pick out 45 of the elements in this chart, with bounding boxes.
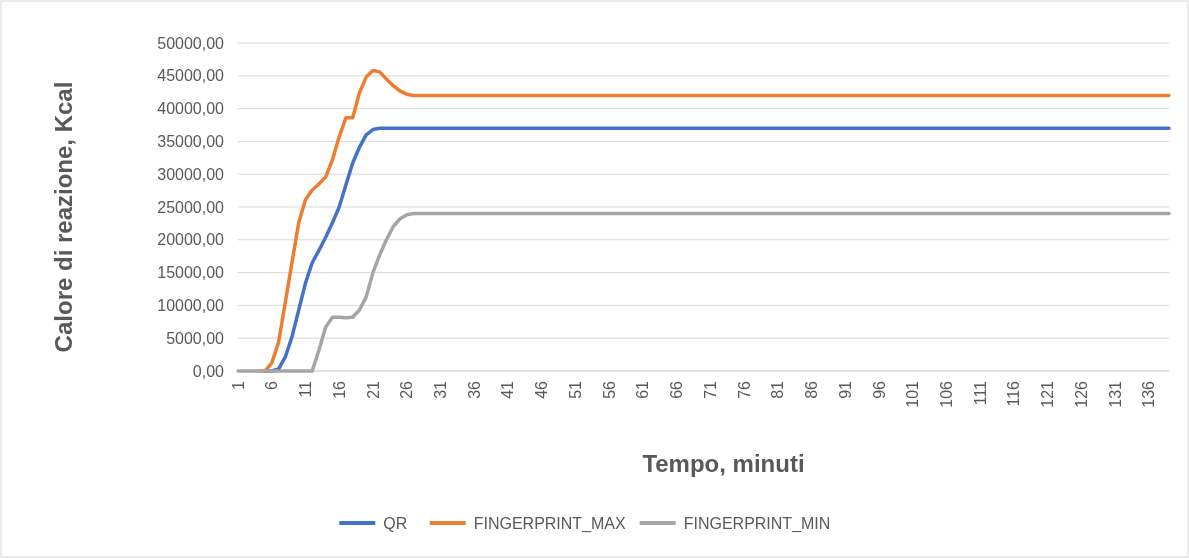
x-tick-label: 36 <box>465 380 483 399</box>
x-tick-label: 71 <box>701 380 719 399</box>
y-tick-label: 50000,00 <box>157 34 225 52</box>
y-tick-label: 15000,00 <box>157 264 225 282</box>
y-tick-label: 5000,00 <box>166 329 225 347</box>
y-axis-title: Calore di reazione, Kcal <box>50 81 77 353</box>
x-tick-label: 61 <box>634 380 652 399</box>
x-tick-label: 16 <box>330 380 348 399</box>
x-tick-label: 41 <box>499 380 517 399</box>
y-tick-label: 45000,00 <box>157 67 225 85</box>
x-tick-label: 116 <box>1005 380 1023 407</box>
x-tick-label: 121 <box>1039 380 1057 408</box>
y-tick-label: 0,00 <box>192 362 225 380</box>
x-axis-title: Tempo, minuti <box>642 450 805 477</box>
y-tick-label: 20000,00 <box>157 231 225 249</box>
y-tick-label: 25000,00 <box>157 198 225 216</box>
x-tick-label: 56 <box>600 380 618 399</box>
x-tick-label: 81 <box>769 380 787 399</box>
x-tick-label: 11 <box>297 380 315 398</box>
x-tick-label: 1 <box>229 380 247 390</box>
y-tick-label: 40000,00 <box>157 100 225 118</box>
y-tick-label: 10000,00 <box>157 297 225 314</box>
legend-label: FINGERPRINT_MAX <box>473 514 627 533</box>
legend-label: FINGERPRINT_MIN <box>683 514 831 533</box>
x-tick-label: 51 <box>566 380 584 399</box>
x-tick-label: 96 <box>870 380 888 399</box>
x-tick-label: 76 <box>735 380 753 399</box>
x-tick-label: 26 <box>398 380 416 399</box>
y-tick-label: 30000,00 <box>157 165 225 183</box>
x-tick-label: 111 <box>971 380 989 406</box>
x-tick-label: 101 <box>904 380 922 408</box>
x-tick-label: 6 <box>263 380 281 390</box>
x-tick-label: 46 <box>533 380 551 399</box>
y-tick-label: 35000,00 <box>157 133 225 150</box>
x-tick-label: 21 <box>364 380 382 399</box>
x-tick-label: 126 <box>1072 380 1090 408</box>
x-tick-label: 106 <box>937 380 955 408</box>
x-tick-label: 91 <box>836 380 854 399</box>
x-tick-label: 66 <box>668 380 686 399</box>
x-tick-label: 131 <box>1106 380 1124 408</box>
x-tick-label: 136 <box>1140 380 1158 408</box>
x-tick-label: 31 <box>431 380 449 399</box>
x-tick-label: 86 <box>803 380 821 399</box>
legend-label: QR <box>383 514 408 532</box>
line-series <box>236 211 1171 373</box>
